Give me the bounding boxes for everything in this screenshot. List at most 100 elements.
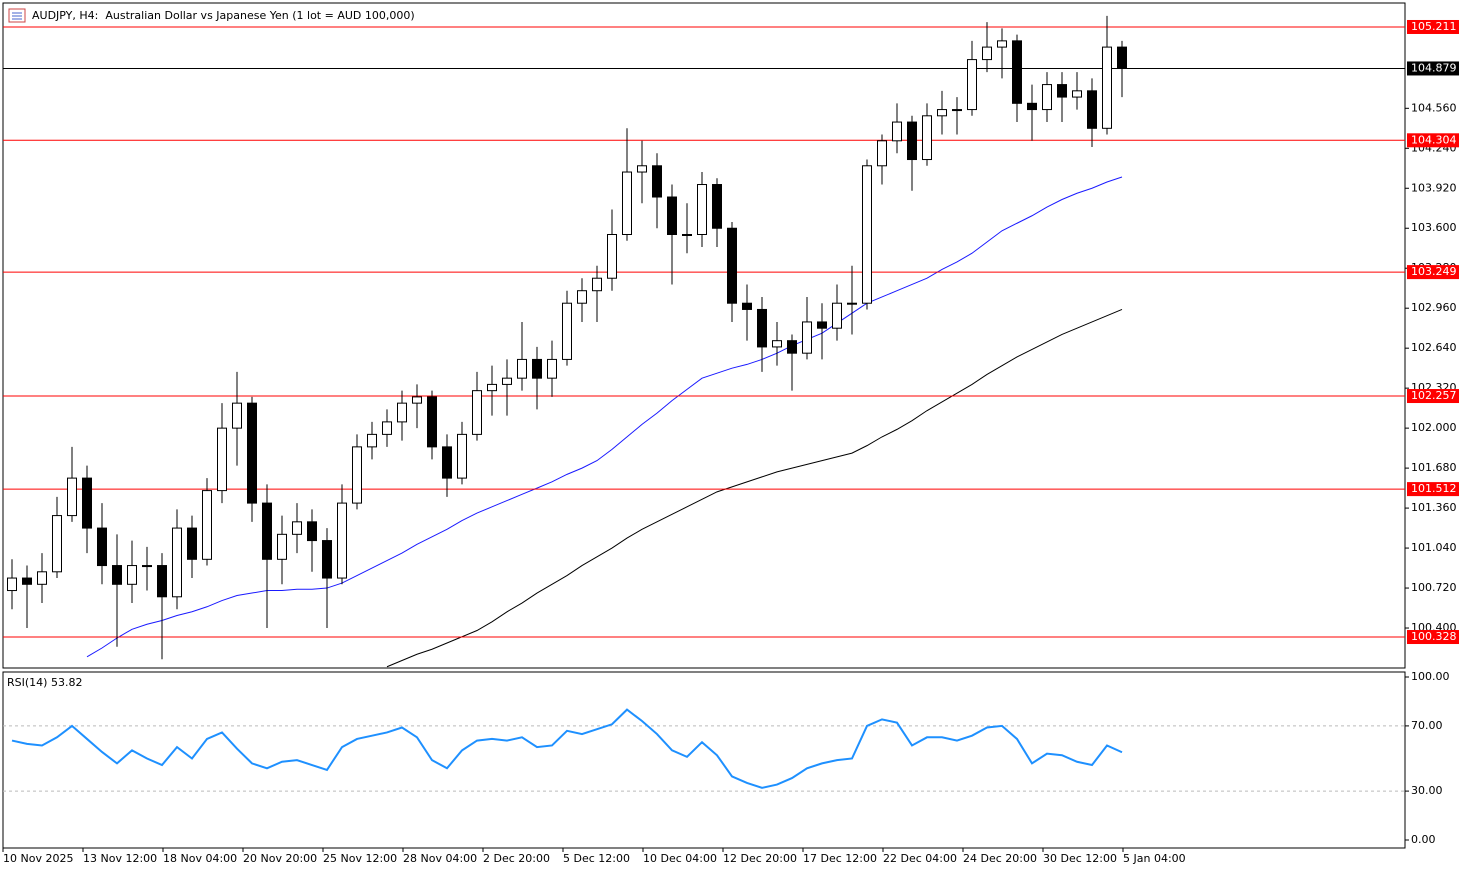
candle-body [142, 565, 152, 568]
candle-body [937, 109, 947, 117]
y-tick-label: 102.960 [1411, 301, 1457, 314]
level-label-box [1407, 630, 1459, 645]
rsi-label: RSI(14) 53.82 [7, 676, 82, 689]
candle-body [1057, 84, 1067, 98]
candle-body [952, 109, 962, 112]
candle-body [217, 427, 227, 492]
y-tick-label: 102.640 [1411, 341, 1457, 354]
candle-body [187, 527, 197, 560]
candle-body [337, 502, 347, 579]
candle-body [847, 302, 857, 305]
candle-body [472, 390, 482, 435]
candle-body [172, 527, 182, 598]
y-tick-label: 100.720 [1411, 581, 1457, 594]
candle-body [607, 233, 617, 279]
candle-body [1087, 90, 1097, 129]
y-tick-label: 104.560 [1411, 101, 1457, 114]
candle-body [1102, 46, 1112, 129]
candle-body [442, 446, 452, 479]
level-label: 105.211 [1411, 20, 1457, 33]
moving-average [86, 176, 1123, 658]
candle-body [37, 571, 47, 585]
candle-body [412, 396, 422, 404]
level-label: 103.249 [1411, 265, 1457, 278]
y-tick-label: 101.680 [1411, 461, 1457, 474]
candle-body [697, 184, 707, 235]
candle-body [712, 184, 722, 229]
candle-body [547, 358, 557, 379]
x-tick-label: 10 Nov 2025 [3, 852, 73, 865]
candle-body [67, 477, 77, 517]
candle-body [457, 433, 467, 479]
candle-body [967, 59, 977, 111]
rsi-y-tick-label: 100.00 [1411, 670, 1450, 683]
x-tick-label: 2 Dec 20:00 [483, 852, 550, 865]
y-tick-label: 101.040 [1411, 541, 1457, 554]
candle-body [742, 302, 752, 310]
candle-body [652, 165, 662, 198]
x-tick-label: 25 Nov 12:00 [323, 852, 397, 865]
candle-body [157, 565, 167, 598]
candle-body [292, 521, 302, 535]
x-tick-label: 10 Dec 04:00 [643, 852, 717, 865]
candle-body [1117, 46, 1127, 69]
candle-body [1072, 90, 1082, 98]
level-label: 102.257 [1411, 389, 1457, 402]
rsi-frame [2, 671, 1406, 849]
candle-body [382, 421, 392, 435]
y-tick-label: 101.360 [1411, 501, 1457, 514]
y-tick-label: 102.000 [1411, 421, 1457, 434]
moving-average [386, 308, 1123, 668]
candle-body [997, 40, 1007, 48]
candle-body [262, 502, 272, 560]
candle-body [427, 396, 437, 448]
candle-body [487, 383, 497, 392]
candle-body [622, 171, 632, 235]
candle-body [892, 121, 902, 142]
candle-body [802, 321, 812, 354]
candle-body [637, 165, 647, 173]
x-tick-label: 17 Dec 12:00 [803, 852, 877, 865]
candle-body [922, 115, 932, 161]
level-label-box [1407, 482, 1459, 497]
level-label-box [1407, 133, 1459, 148]
x-tick-label: 5 Jan 04:00 [1123, 852, 1186, 865]
candle-body [517, 358, 527, 379]
y-tick-label: 103.920 [1411, 181, 1457, 194]
candle-body [277, 533, 287, 560]
level-label: 101.512 [1411, 482, 1457, 495]
x-tick-label: 30 Dec 12:00 [1043, 852, 1117, 865]
candle-body [817, 321, 827, 329]
candle-body [247, 402, 257, 504]
candle-body [982, 46, 992, 61]
candle-body [1027, 102, 1037, 111]
x-tick-label: 28 Nov 04:00 [403, 852, 477, 865]
candle-body [667, 196, 677, 235]
candle-body [22, 577, 32, 585]
candle-body [832, 302, 842, 329]
x-tick-label: 5 Dec 12:00 [563, 852, 630, 865]
candle-body [877, 140, 887, 167]
candle-body [532, 358, 542, 379]
candle-body [1012, 40, 1022, 104]
x-tick-label: 24 Dec 20:00 [963, 852, 1037, 865]
level-label: 100.328 [1411, 630, 1457, 643]
candle-body [322, 540, 332, 579]
candle-body [907, 121, 917, 161]
candle-body [52, 515, 62, 573]
candle-body [577, 290, 587, 304]
candle-body [307, 521, 317, 542]
candle-body [97, 527, 107, 567]
candle-body [82, 477, 92, 529]
chart-title: AUDJPY, H4: Australian Dollar vs Japanes… [32, 9, 415, 22]
candle-body [502, 377, 512, 385]
candle-body [397, 402, 407, 423]
level-label-box [1407, 389, 1459, 404]
rsi-line [11, 708, 1123, 789]
x-tick-label: 18 Nov 04:00 [163, 852, 237, 865]
symbol-icon [8, 8, 26, 23]
candle-body [1042, 84, 1052, 111]
candle-body [7, 577, 17, 592]
candle-body [127, 565, 137, 585]
